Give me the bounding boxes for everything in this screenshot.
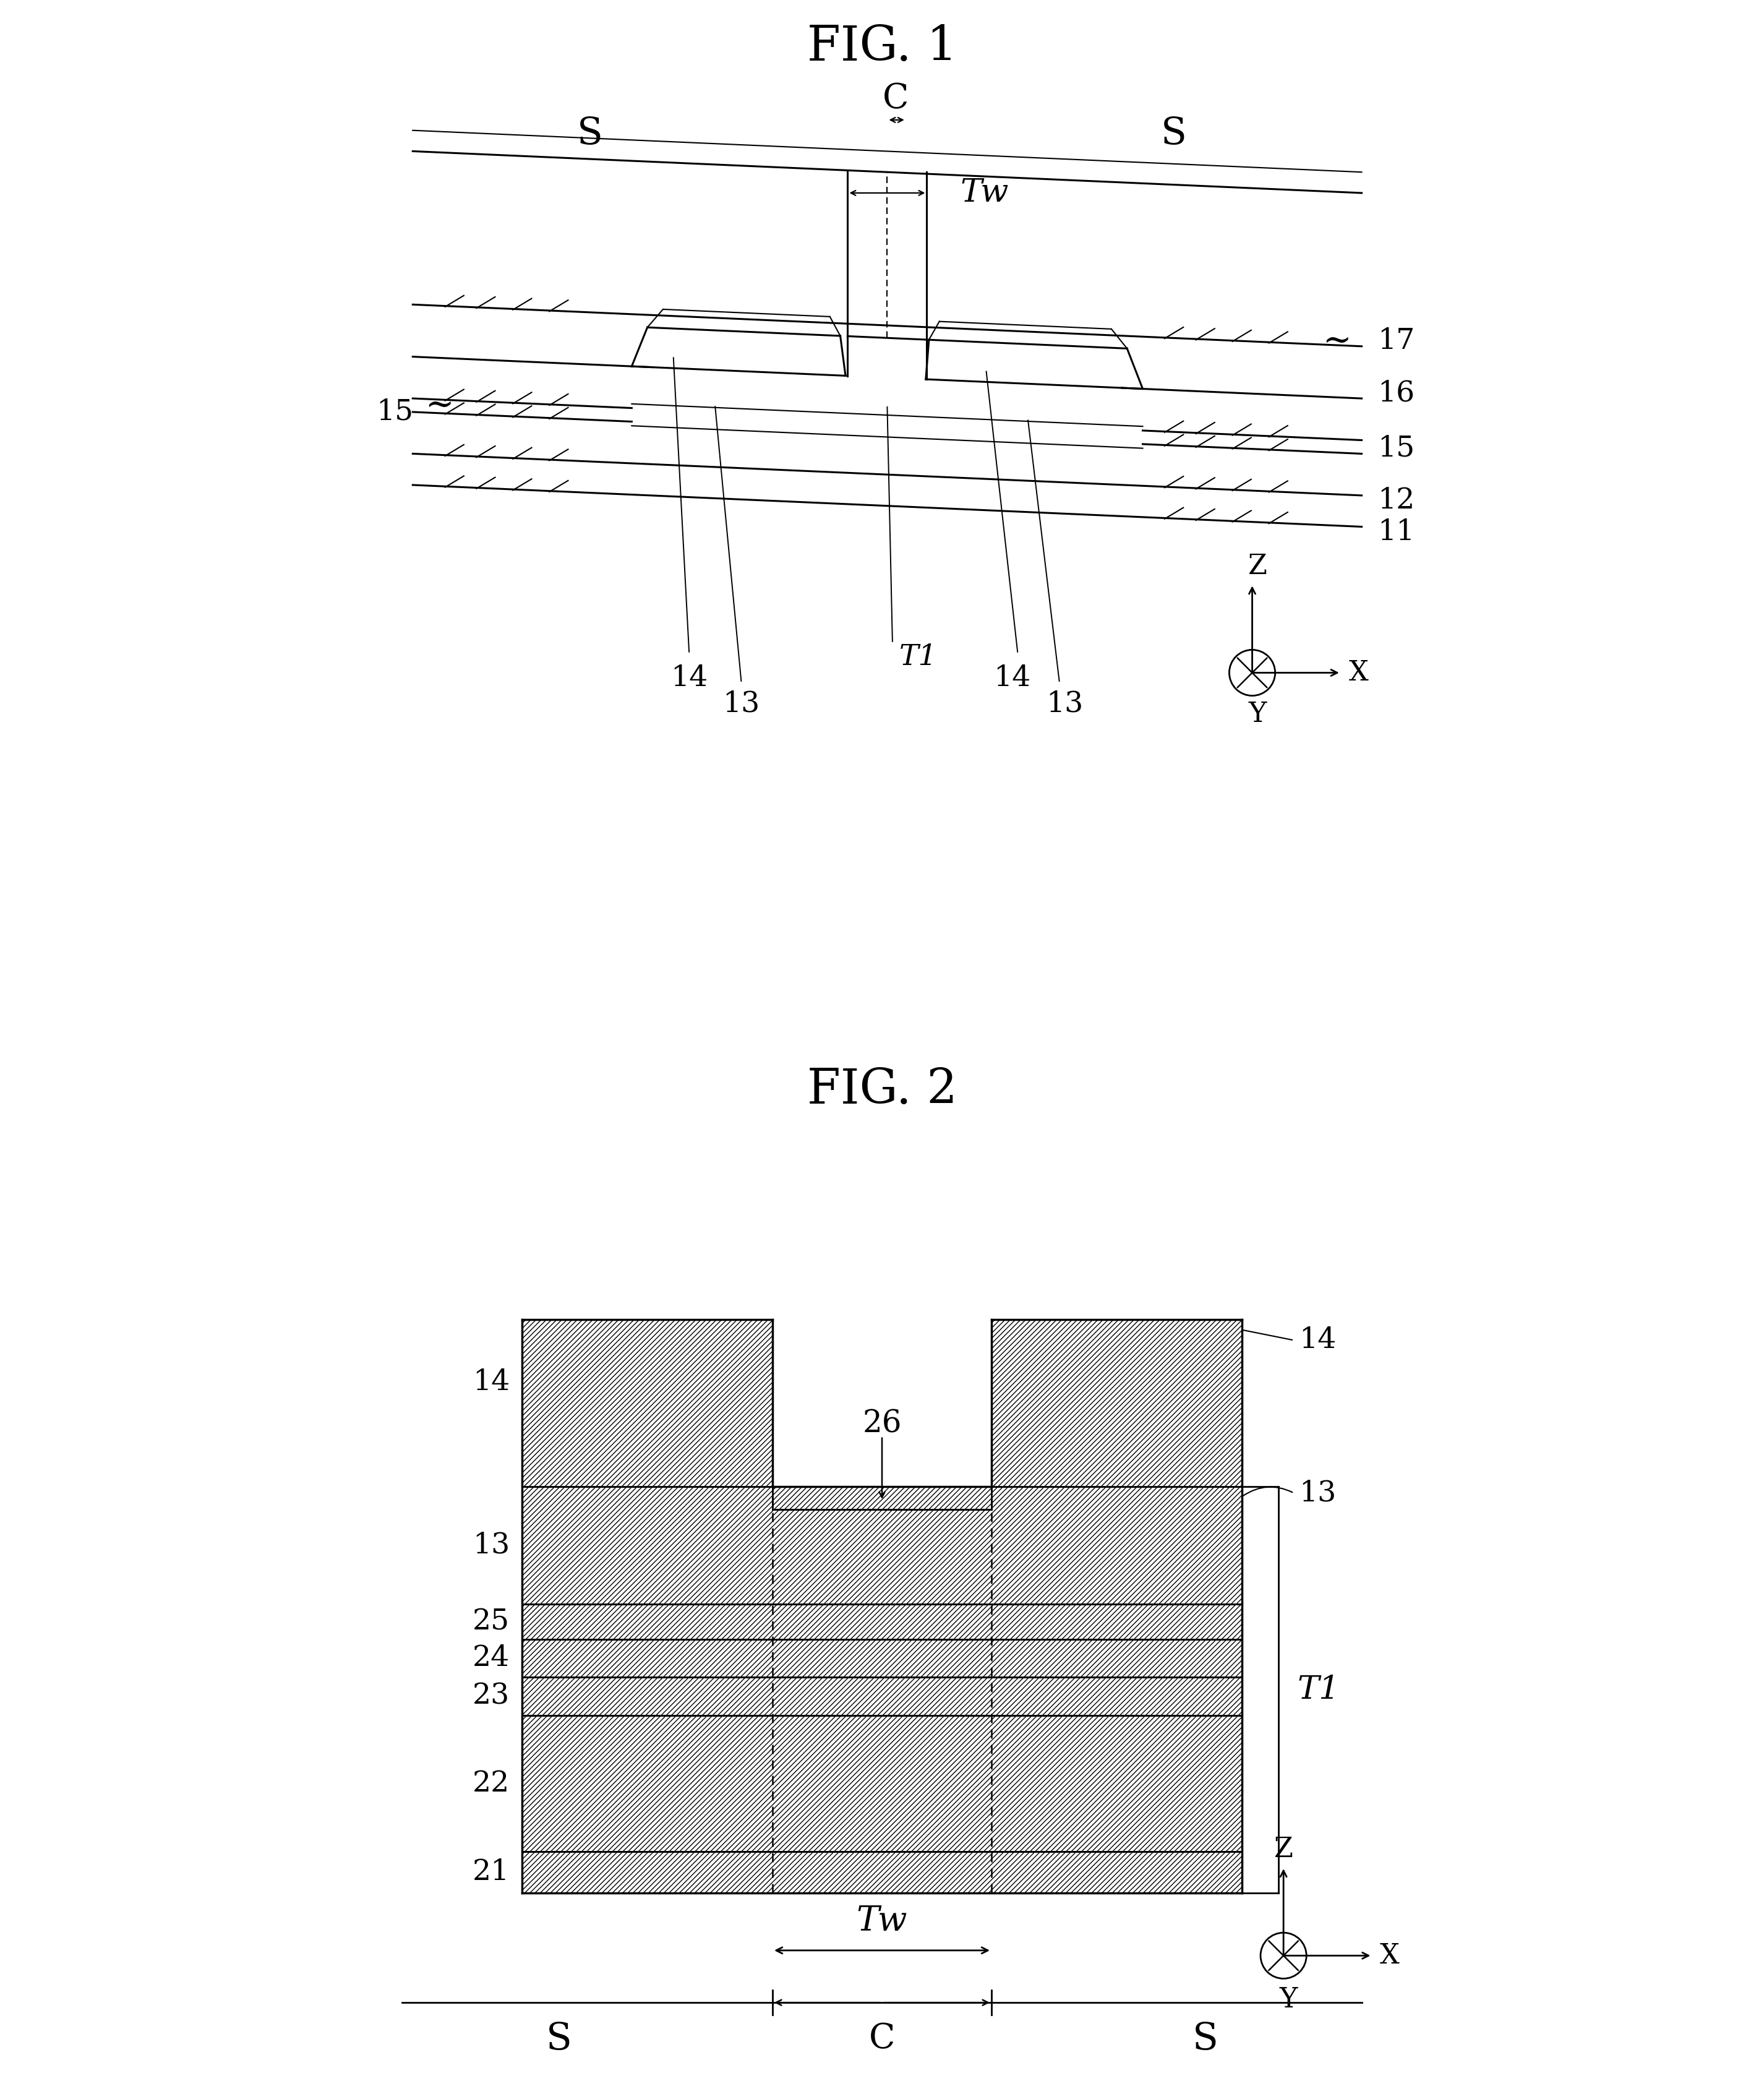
Text: 14: 14 [473,1368,510,1396]
Text: Tw: Tw [960,177,1009,209]
Text: 24: 24 [473,1644,510,1673]
Text: FIG. 2: FIG. 2 [806,1066,958,1114]
Polygon shape [522,1604,1242,1640]
Text: 13: 13 [723,690,760,718]
Text: S: S [577,115,603,152]
Text: S: S [1192,2021,1219,2057]
Text: 21: 21 [473,1859,510,1886]
Text: 14: 14 [1298,1327,1337,1354]
Polygon shape [522,1485,1242,1604]
Text: X: X [1349,659,1369,686]
Text: 15: 15 [376,398,413,426]
Text: 17: 17 [1378,328,1415,355]
Text: 14: 14 [670,663,707,693]
Polygon shape [522,1852,1242,1894]
Text: C: C [882,81,908,117]
Text: Z: Z [1247,553,1267,580]
Text: C: C [870,2021,894,2057]
Text: S: S [1161,115,1187,152]
Polygon shape [522,1318,773,1485]
Text: 25: 25 [473,1608,510,1635]
Text: 11: 11 [1378,517,1415,547]
Text: 14: 14 [993,663,1030,693]
Text: 13: 13 [1046,690,1083,718]
Text: 23: 23 [473,1683,510,1711]
Text: 15: 15 [1378,434,1415,463]
Text: Tw: Tw [857,1905,907,1938]
Text: 16: 16 [1378,380,1415,407]
Text: ~: ~ [1323,323,1351,359]
Polygon shape [522,1677,1242,1715]
Polygon shape [991,1318,1242,1485]
Text: 13: 13 [1298,1479,1337,1506]
Polygon shape [773,1485,991,1508]
Text: 12: 12 [1378,486,1415,515]
Text: Y: Y [1249,701,1267,728]
Text: S: S [545,2021,572,2057]
Text: X: X [1379,1942,1399,1969]
Polygon shape [522,1640,1242,1677]
Text: Z: Z [1274,1836,1293,1863]
Text: 26: 26 [863,1408,901,1439]
Polygon shape [522,1715,1242,1852]
Text: T1: T1 [900,642,937,672]
Text: 13: 13 [473,1531,510,1558]
Text: T1: T1 [1297,1673,1339,1706]
Text: Y: Y [1279,1986,1298,2013]
Text: 22: 22 [473,1769,510,1798]
Text: FIG. 1: FIG. 1 [806,23,958,71]
Text: ~: ~ [425,388,453,423]
